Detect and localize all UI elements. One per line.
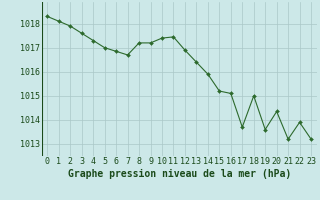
X-axis label: Graphe pression niveau de la mer (hPa): Graphe pression niveau de la mer (hPa) — [68, 169, 291, 179]
